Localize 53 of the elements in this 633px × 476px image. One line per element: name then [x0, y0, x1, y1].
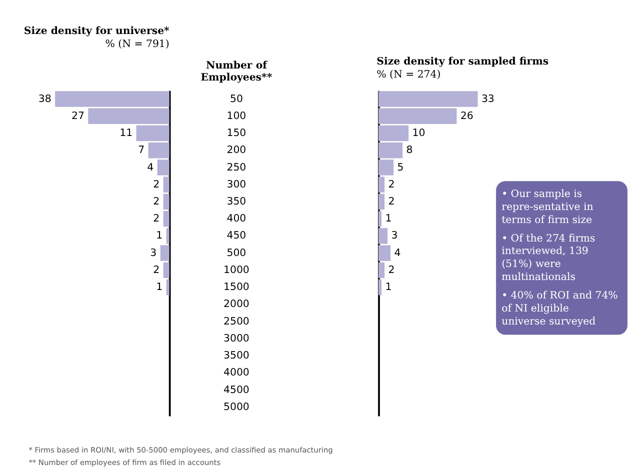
data-label: 33 [481, 94, 494, 105]
data-label: 38 [38, 94, 52, 105]
data-label: 1 [385, 214, 392, 225]
y-tick-label: 150 [226, 128, 246, 140]
y-tick-label: 300 [226, 179, 246, 190]
data-label: 10 [412, 128, 426, 140]
y-tick-label: 4500 [224, 384, 250, 396]
data-label: 1 [156, 282, 163, 294]
data-label: 2 [388, 264, 395, 276]
y-tick-label: 50 [230, 94, 243, 105]
y-tick-label: 500 [226, 248, 246, 259]
y-tick-label: 400 [226, 214, 246, 225]
data-label: 2 [153, 179, 160, 190]
data-label: 2 [388, 179, 395, 190]
data-label: 1 [385, 282, 392, 294]
data-label: 2 [153, 264, 160, 276]
data-label: 5 [397, 162, 404, 174]
data-label: 4 [394, 248, 401, 259]
data-label: 4 [147, 162, 154, 174]
chart-subtitle: % (N = 791) [105, 38, 170, 50]
y-axis-title: Number of Employees** [200, 60, 273, 84]
data-label: 1 [156, 230, 163, 242]
text: * Firms based in ROI/NI, with 50-5000 employees, and classified as manufacturing [28, 446, 334, 455]
y-tick-label: 200 [226, 145, 246, 156]
data-label: 3 [391, 230, 398, 242]
chart-title: Size density for universe* [24, 24, 170, 37]
data-label: 2 [153, 214, 160, 225]
text: • Our sample is repre-sentative in terms of firm size [502, 188, 594, 226]
data-label: 11 [120, 128, 133, 140]
y-tick-label: 100 [226, 110, 246, 122]
y-tick-label: 4000 [224, 368, 250, 379]
y-tick-label: 5000 [224, 402, 250, 413]
data-label: 26 [460, 110, 474, 122]
text: • 40% of ROI and 74% of NI eligible universe surveyed [502, 290, 618, 328]
chart-subtitle: % (N = 274) [376, 69, 441, 80]
y-tick-label: 3500 [224, 350, 250, 362]
y-tick-label: 1500 [224, 282, 250, 294]
y-tick-label: 2500 [224, 316, 250, 328]
text: • Of the 274 firms interviewed, 139 (51%) were multinationals [502, 233, 596, 284]
data-label: 2 [388, 196, 395, 208]
data-label: 27 [72, 110, 84, 122]
text: ** Number of employees of firm as filed in accounts [28, 458, 221, 467]
data-label: 2 [153, 196, 160, 208]
data-label: 8 [406, 145, 413, 156]
y-tick-label: 2000 [224, 299, 250, 310]
y-tick-label: 450 [226, 230, 246, 242]
y-tick-label: 1000 [224, 264, 250, 276]
y-tick-label: 3000 [224, 333, 250, 344]
data-label: 3 [150, 248, 157, 259]
data-label: 7 [138, 145, 145, 156]
y-tick-label: 250 [226, 162, 246, 174]
chart-title: Size density for sampled firms [376, 56, 549, 68]
y-tick-label: 350 [226, 196, 246, 208]
